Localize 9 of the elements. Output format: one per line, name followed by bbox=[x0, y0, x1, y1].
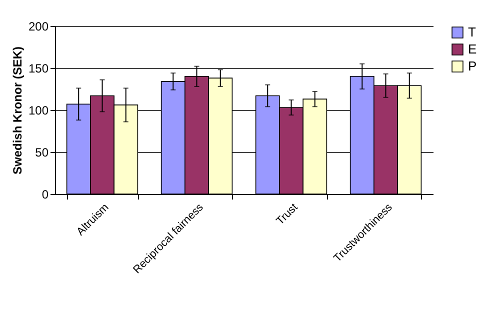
legend-label: T bbox=[468, 24, 476, 40]
y-axis-title: Swedish Kronor (SEK) bbox=[10, 46, 24, 175]
y-tick-label: 50 bbox=[35, 146, 49, 160]
legend-label: E bbox=[468, 42, 477, 56]
y-tick-label: 0 bbox=[42, 188, 49, 202]
legend-label: P bbox=[468, 58, 477, 74]
y-tick-label: 150 bbox=[28, 62, 49, 76]
y-tick-label: 100 bbox=[28, 104, 49, 118]
y-tick-label: 200 bbox=[28, 20, 49, 34]
